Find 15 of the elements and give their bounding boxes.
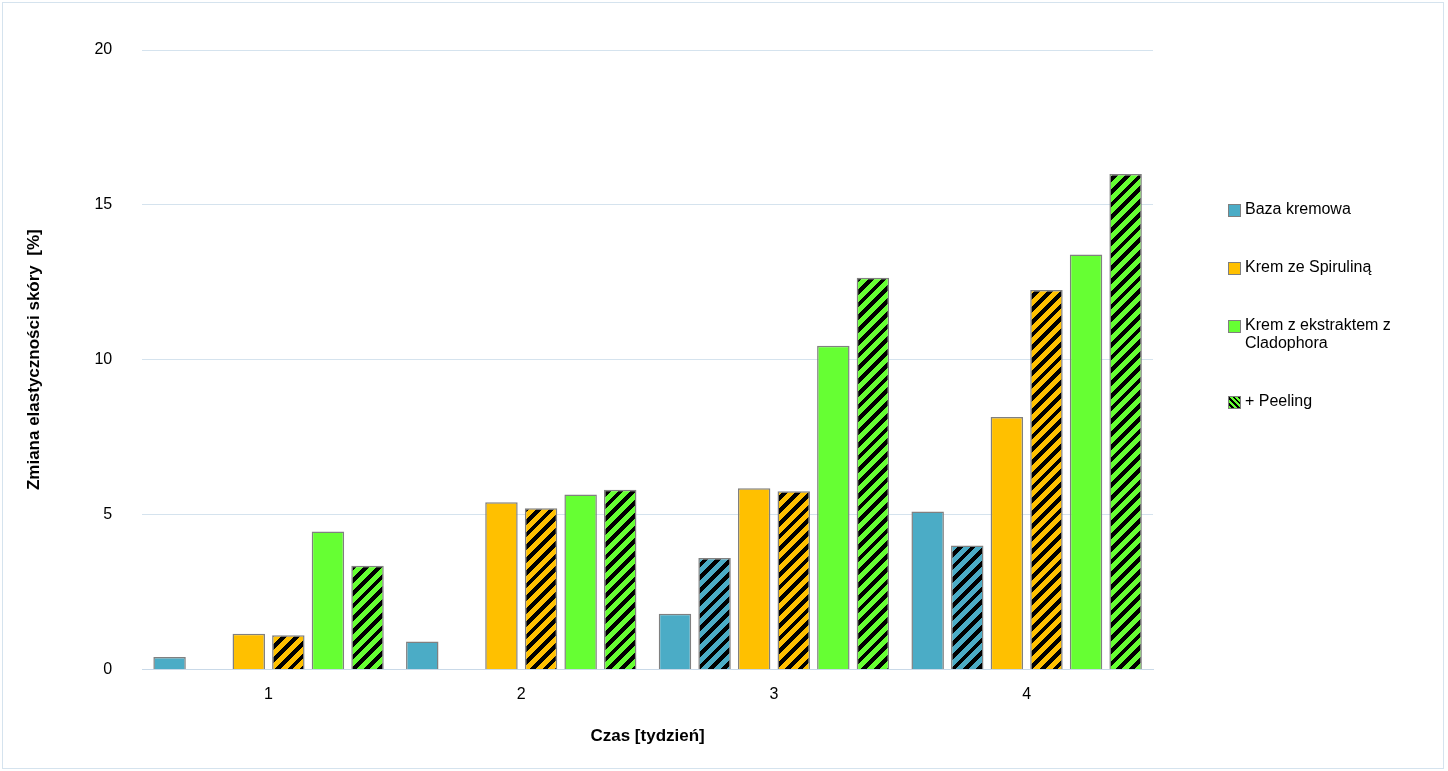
y-tick-label: 20	[94, 40, 113, 58]
legend-label: Krem z ekstraktem z Cladophora	[1245, 316, 1392, 352]
y-tick-label: 15	[94, 195, 113, 213]
x-tick-label: 3	[769, 685, 779, 703]
legend-label: + Peeling	[1245, 392, 1313, 410]
y-tick-label: 0	[103, 659, 113, 677]
y-axis-title: Zmiana elastyczności skóry [%]	[23, 229, 43, 491]
x-tick-label: 1	[264, 685, 274, 703]
legend-label: Baza kremowa	[1245, 200, 1351, 218]
x-tick-label: 4	[1022, 685, 1032, 703]
y-tick-label: 10	[94, 350, 113, 368]
y-tick-label: 5	[103, 504, 113, 522]
x-tick-label: 2	[516, 685, 526, 703]
x-axis-title: Czas [tydzień]	[590, 726, 705, 746]
legend-label: Krem ze Spiruliną	[1245, 258, 1372, 276]
